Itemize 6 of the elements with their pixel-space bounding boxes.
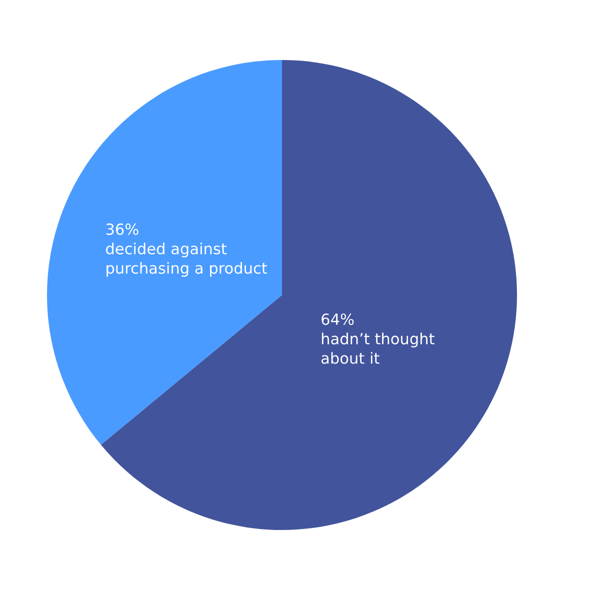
data-label: 64% bbox=[322, 313, 354, 326]
slice-label: hadn’t thought about it bbox=[322, 332, 434, 364]
pie-slice bbox=[100, 60, 517, 530]
data-label: 36% bbox=[106, 223, 138, 235]
slice-label: decided against purchasing a product bbox=[106, 242, 268, 277]
pie-slice bbox=[47, 60, 282, 445]
